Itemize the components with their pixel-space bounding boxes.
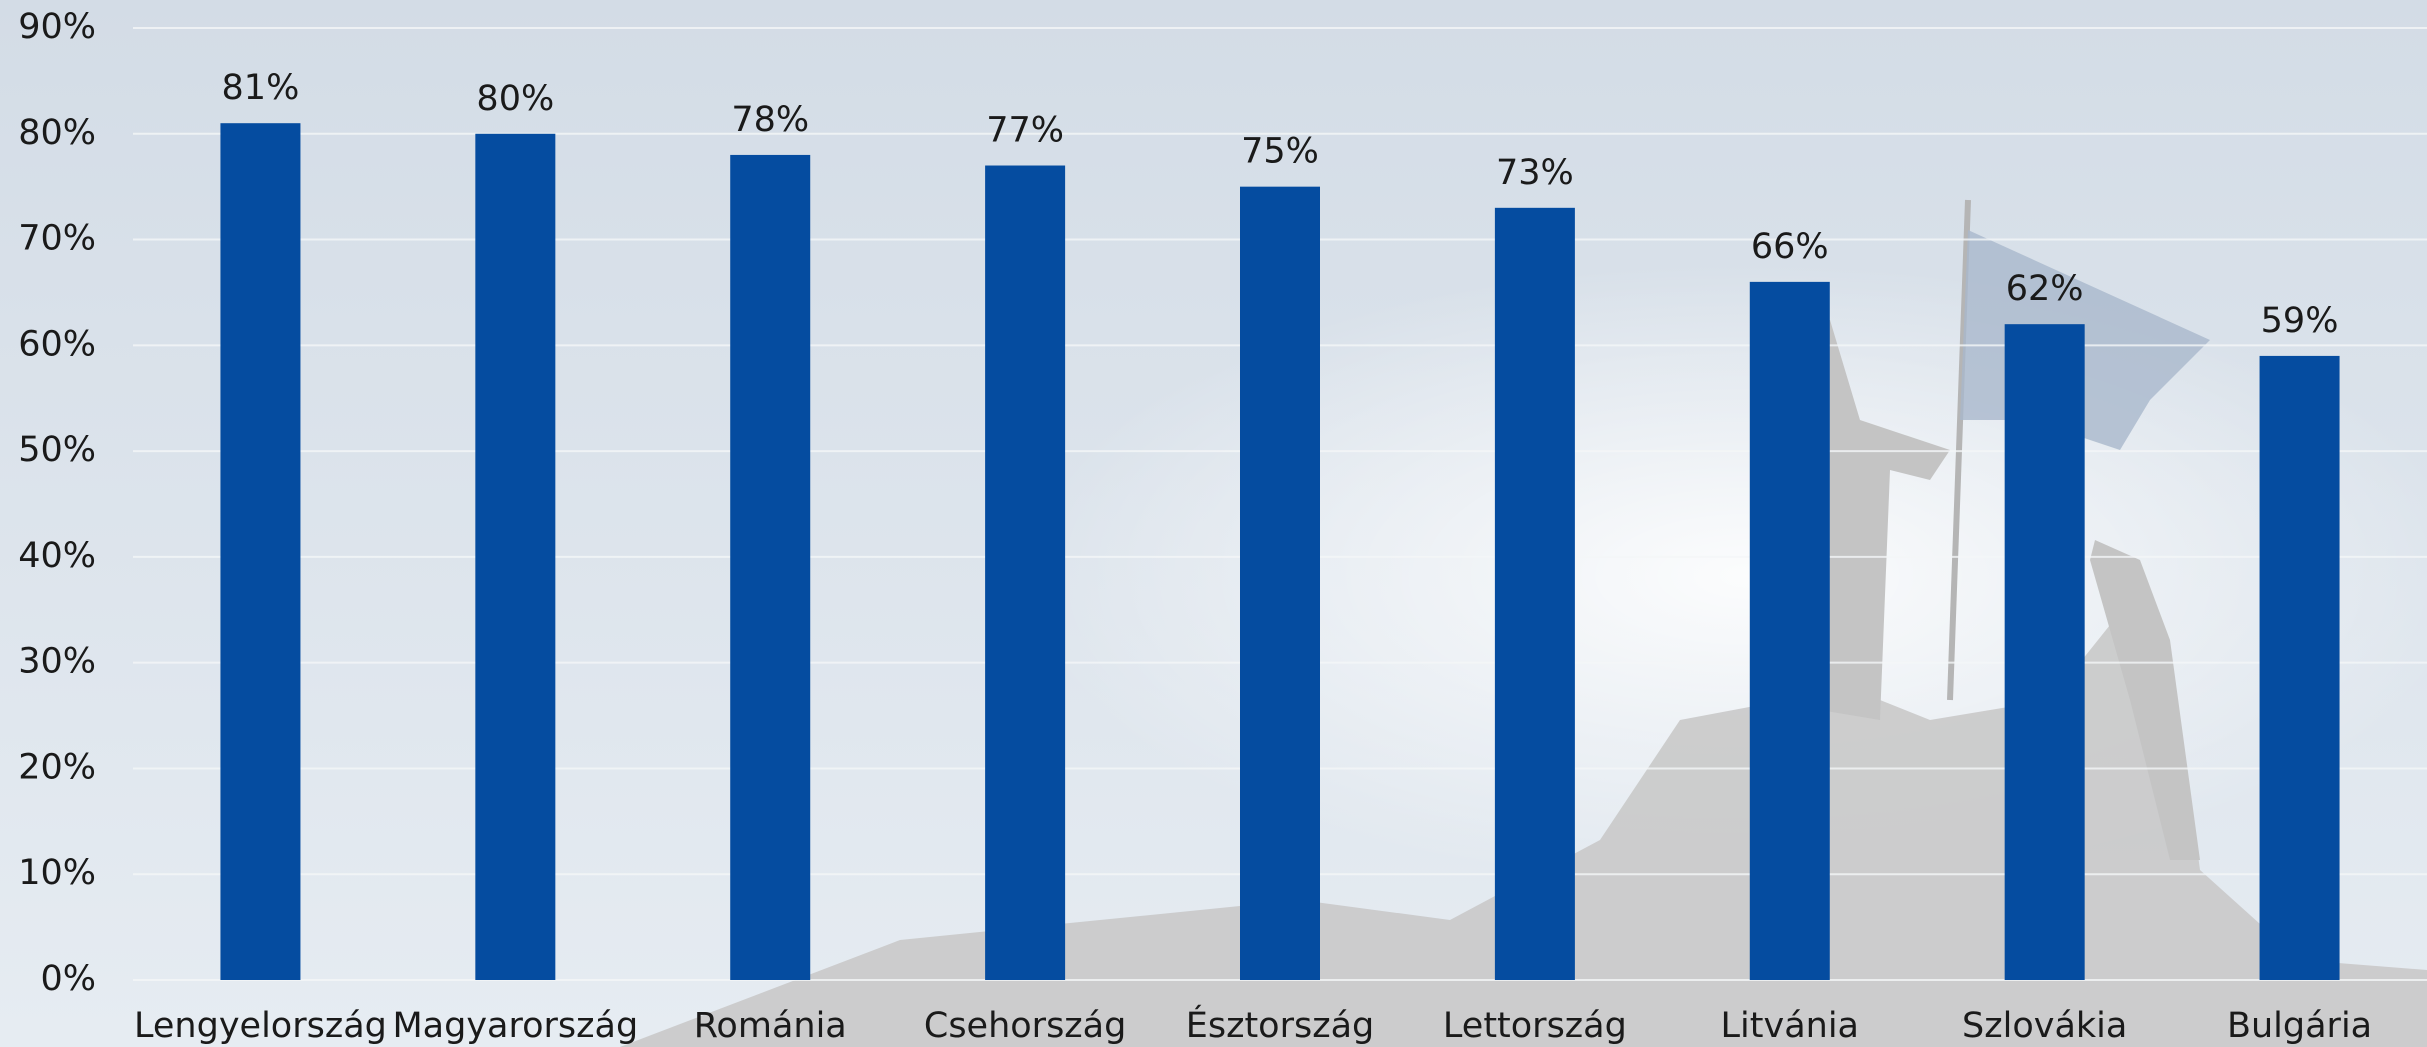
silhouette-figure bbox=[2090, 540, 2200, 860]
value-label: 77% bbox=[986, 111, 1064, 151]
y-tick-label: 10% bbox=[18, 853, 96, 893]
bar bbox=[985, 165, 1066, 980]
value-label: 59% bbox=[2261, 301, 2339, 341]
bar bbox=[475, 133, 556, 980]
y-tick-label: 50% bbox=[18, 430, 96, 470]
x-tick-label: Litvánia bbox=[1721, 1006, 1859, 1046]
bar bbox=[2259, 355, 2340, 980]
bar bbox=[1240, 186, 1320, 980]
bar bbox=[2004, 324, 2085, 981]
bar bbox=[220, 123, 301, 980]
y-tick-label: 70% bbox=[18, 219, 96, 259]
x-tick-label: Szlovákia bbox=[1962, 1006, 2127, 1046]
x-tick-label: Bulgária bbox=[2227, 1006, 2372, 1046]
y-tick-label: 60% bbox=[18, 324, 96, 364]
y-tick-label: 80% bbox=[18, 113, 96, 153]
value-label: 75% bbox=[1241, 132, 1319, 172]
value-label: 62% bbox=[2006, 269, 2084, 309]
x-tick-label: Észtország bbox=[1186, 1004, 1375, 1046]
y-tick-label: 40% bbox=[18, 536, 96, 576]
x-tick-label: Lengyelország bbox=[134, 1006, 387, 1046]
y-tick-label: 0% bbox=[40, 959, 96, 999]
flagpole bbox=[1947, 199, 1971, 701]
bar bbox=[730, 154, 811, 980]
value-label: 81% bbox=[222, 68, 300, 108]
x-tick-label: Csehország bbox=[924, 1006, 1126, 1046]
y-tick-label: 90% bbox=[18, 7, 96, 47]
x-tick-label: Románia bbox=[694, 1006, 847, 1046]
x-tick-label: Lettország bbox=[1443, 1006, 1627, 1046]
y-tick-label: 20% bbox=[18, 747, 96, 787]
x-tick-label: Magyarország bbox=[392, 1006, 638, 1046]
bar bbox=[1749, 281, 1830, 980]
value-label: 80% bbox=[476, 79, 554, 119]
value-label: 66% bbox=[1751, 227, 1829, 267]
value-label: 78% bbox=[731, 100, 809, 140]
silhouette bbox=[620, 600, 2427, 1047]
bar bbox=[1494, 207, 1575, 981]
y-tick-label: 30% bbox=[18, 642, 96, 682]
value-label: 73% bbox=[1496, 153, 1574, 193]
